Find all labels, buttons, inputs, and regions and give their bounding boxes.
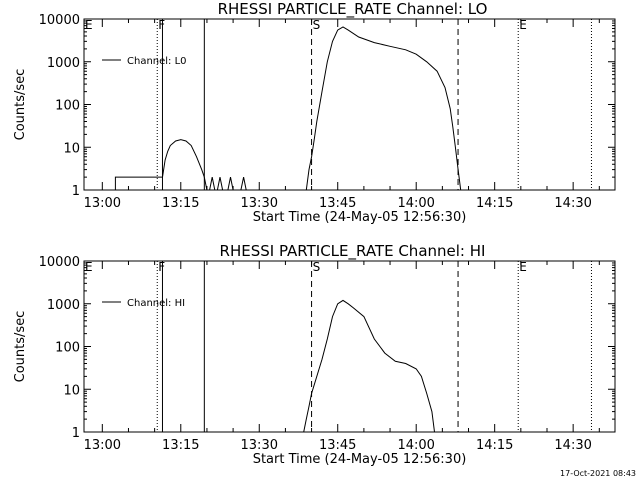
x-tick-label: 14:15: [476, 438, 513, 453]
y-tick-label: 10: [63, 141, 80, 156]
event-marker-label: F: [158, 260, 165, 274]
series-line: [305, 26, 462, 191]
x-tick-label: 13:15: [162, 196, 199, 211]
y-tick-label: 1000: [47, 56, 80, 71]
x-tick-label: 14:00: [397, 438, 434, 453]
chart-panel-hi: RHESSI PARTICLE_RATE Channel: HI 1 10 100 10…: [13, 242, 616, 467]
x-tick-label: 14:00: [397, 196, 434, 211]
series-line: [240, 176, 247, 191]
event-marker-label: F: [158, 18, 165, 32]
chart-title: RHESSI PARTICLE_RATE Channel: HI: [220, 242, 486, 261]
legend-label: Channel: L0: [127, 56, 187, 67]
series-line: [216, 177, 224, 191]
event-marker-label: E: [519, 18, 527, 32]
y-tick-label: 10000: [39, 13, 80, 28]
y-tick-label: 100: [55, 341, 80, 356]
event-marker-label: S: [313, 260, 321, 274]
x-tick-label: 13:45: [319, 196, 356, 211]
series-line: [114, 139, 208, 191]
x-tick-label: 13:30: [241, 438, 278, 453]
y-axis-label: Counts/sec: [13, 311, 28, 383]
y-tick-label: 10: [63, 383, 80, 398]
legend-label: Channel: HI: [127, 298, 185, 309]
series-line: [303, 299, 435, 433]
event-marker-label: E: [519, 260, 527, 274]
x-tick-label: 14:30: [554, 196, 591, 211]
y-tick-label: 10000: [39, 255, 80, 270]
x-tick-label: 14:30: [554, 438, 591, 453]
x-tick-label: 13:45: [319, 438, 356, 453]
x-tick-label: 13:00: [84, 196, 121, 211]
plot-frame: [83, 260, 616, 433]
y-axis-label: Counts/sec: [13, 69, 28, 141]
event-marker-label: E: [85, 260, 93, 274]
plot-frame: [83, 18, 616, 191]
series-line: [227, 177, 234, 191]
y-tick-label: 1: [72, 426, 80, 441]
event-marker-label: E: [85, 18, 93, 32]
x-tick-label: 13:30: [241, 196, 278, 211]
y-tick-label: 1000: [47, 298, 80, 313]
series-line: [209, 177, 216, 191]
x-tick-label: 13:00: [84, 438, 121, 453]
x-tick-label: 13:15: [162, 438, 199, 453]
generation-timestamp: 17-Oct-2021 08:43: [560, 469, 636, 478]
x-tick-label: 14:15: [476, 196, 513, 211]
y-tick-label: 1: [72, 184, 80, 199]
x-axis-label: Start Time (24-May-05 12:56:30): [253, 210, 467, 225]
chart-panel-lo: RHESSI PARTICLE_RATE Channel: LO 1 10 100 10…: [13, 0, 616, 225]
event-marker-label: S: [313, 18, 321, 32]
chart-title: RHESSI PARTICLE_RATE Channel: LO: [218, 0, 488, 19]
y-tick-label: 100: [55, 99, 80, 114]
x-axis-label: Start Time (24-May-05 12:56:30): [253, 452, 467, 467]
